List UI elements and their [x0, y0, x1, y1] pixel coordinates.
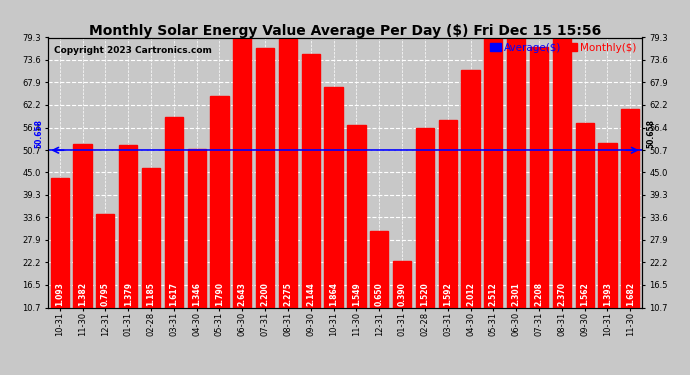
- Text: 2.275: 2.275: [284, 282, 293, 306]
- Text: 2.370: 2.370: [558, 282, 566, 306]
- Text: 1.790: 1.790: [215, 282, 224, 306]
- Bar: [439, 120, 457, 308]
- Bar: [188, 148, 206, 308]
- Text: 0.650: 0.650: [375, 282, 384, 306]
- Bar: [530, 47, 548, 308]
- Bar: [347, 124, 366, 308]
- Text: 2.208: 2.208: [535, 282, 544, 306]
- Text: 1.864: 1.864: [329, 282, 338, 306]
- Text: 0.390: 0.390: [397, 282, 406, 306]
- Bar: [553, 28, 571, 308]
- Text: 1.346: 1.346: [192, 282, 201, 306]
- Bar: [507, 36, 525, 308]
- Bar: [233, 0, 251, 308]
- Text: Copyright 2023 Cartronics.com: Copyright 2023 Cartronics.com: [55, 46, 212, 55]
- Text: 2.012: 2.012: [466, 282, 475, 306]
- Text: 1.382: 1.382: [78, 282, 87, 306]
- Bar: [73, 144, 92, 308]
- Text: 50.658: 50.658: [647, 119, 656, 148]
- Text: 1.393: 1.393: [603, 282, 612, 306]
- Text: 1.682: 1.682: [626, 282, 635, 306]
- Text: 2.144: 2.144: [306, 282, 315, 306]
- Text: 2.301: 2.301: [512, 282, 521, 306]
- Text: 1.592: 1.592: [443, 282, 452, 306]
- Bar: [462, 70, 480, 308]
- Legend: Average($), Monthly($): Average($), Monthly($): [491, 43, 636, 53]
- Bar: [370, 231, 388, 308]
- Text: 1.093: 1.093: [55, 282, 64, 306]
- Bar: [393, 261, 411, 308]
- Text: 1.549: 1.549: [352, 282, 361, 306]
- Bar: [598, 143, 617, 308]
- Text: 1.617: 1.617: [169, 282, 178, 306]
- Text: 2.200: 2.200: [261, 282, 270, 306]
- Bar: [50, 178, 69, 308]
- Bar: [621, 109, 640, 308]
- Bar: [575, 123, 594, 308]
- Text: 1.520: 1.520: [420, 282, 429, 306]
- Text: 50.658: 50.658: [34, 119, 43, 148]
- Text: 2.643: 2.643: [238, 282, 247, 306]
- Bar: [119, 145, 137, 308]
- Text: 2.512: 2.512: [489, 282, 498, 306]
- Bar: [142, 168, 160, 308]
- Bar: [416, 128, 434, 308]
- Bar: [96, 214, 115, 308]
- Text: 1.562: 1.562: [580, 282, 589, 306]
- Text: 0.795: 0.795: [101, 282, 110, 306]
- Bar: [165, 117, 183, 308]
- Text: 1.185: 1.185: [146, 282, 155, 306]
- Bar: [324, 87, 343, 308]
- Bar: [210, 96, 228, 308]
- Text: 1.379: 1.379: [124, 282, 132, 306]
- Bar: [302, 54, 320, 307]
- Bar: [256, 48, 274, 308]
- Bar: [279, 39, 297, 308]
- Bar: [484, 11, 502, 308]
- Title: Monthly Solar Energy Value Average Per Day ($) Fri Dec 15 15:56: Monthly Solar Energy Value Average Per D…: [89, 24, 601, 38]
